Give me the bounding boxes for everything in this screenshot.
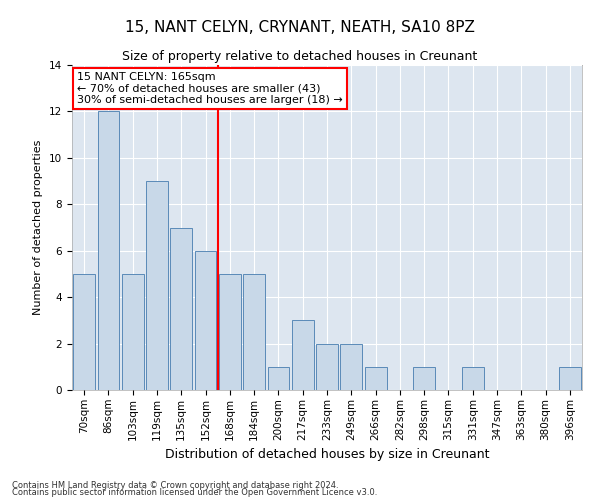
Bar — [194, 250, 217, 390]
Bar — [292, 320, 314, 390]
Text: Contains HM Land Registry data © Crown copyright and database right 2024.: Contains HM Land Registry data © Crown c… — [12, 480, 338, 490]
Text: Size of property relative to detached houses in Creunant: Size of property relative to detached ho… — [122, 50, 478, 63]
Bar — [340, 344, 362, 390]
Bar — [413, 367, 435, 390]
Bar — [170, 228, 192, 390]
X-axis label: Distribution of detached houses by size in Creunant: Distribution of detached houses by size … — [165, 448, 489, 461]
Bar — [122, 274, 143, 390]
Bar — [268, 367, 289, 390]
Text: 15, NANT CELYN, CRYNANT, NEATH, SA10 8PZ: 15, NANT CELYN, CRYNANT, NEATH, SA10 8PZ — [125, 20, 475, 35]
Bar — [97, 112, 119, 390]
Bar — [243, 274, 265, 390]
Bar — [462, 367, 484, 390]
Bar — [559, 367, 581, 390]
Bar — [316, 344, 338, 390]
Text: Contains public sector information licensed under the Open Government Licence v3: Contains public sector information licen… — [12, 488, 377, 497]
Bar — [365, 367, 386, 390]
Text: 15 NANT CELYN: 165sqm
← 70% of detached houses are smaller (43)
30% of semi-deta: 15 NANT CELYN: 165sqm ← 70% of detached … — [77, 72, 343, 104]
Bar — [219, 274, 241, 390]
Bar — [73, 274, 95, 390]
Y-axis label: Number of detached properties: Number of detached properties — [34, 140, 43, 315]
Bar — [146, 181, 168, 390]
